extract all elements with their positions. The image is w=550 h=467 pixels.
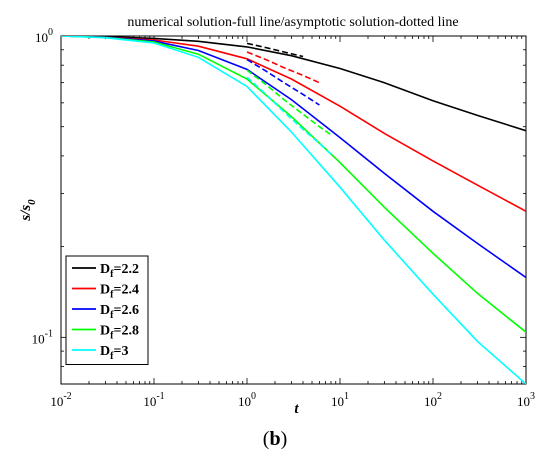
- caption-close: ): [280, 428, 288, 450]
- legend-label-1: Df=2.4: [100, 283, 139, 301]
- legend-label-4: Df=3: [100, 344, 128, 362]
- caption-letter: b: [269, 428, 281, 450]
- legend-label-3: Df=2.8: [100, 324, 139, 342]
- x-axis-label: t: [294, 401, 299, 417]
- series-line-1: [61, 36, 526, 213]
- series-asymptotic-1: [246, 51, 320, 84]
- x-tick-label-2: 100: [238, 391, 256, 409]
- series-asymptotic-4: [246, 76, 332, 155]
- series-asymptotic-0: [246, 42, 304, 58]
- series-asymptotic-3: [246, 69, 332, 136]
- chart-title: numerical solution-full line/asymptotic …: [127, 15, 458, 30]
- x-tick-label-5: 103: [517, 391, 535, 409]
- y-axis-label: s/s0: [18, 199, 38, 222]
- x-tick-label-1: 10-1: [143, 391, 164, 409]
- y-tick-label-0: 10-1: [32, 328, 53, 346]
- legend-box: [65, 255, 149, 365]
- legend-label-0: Df=2.2: [100, 262, 139, 280]
- series-asymptotic-2: [246, 58, 320, 106]
- axes-box: [60, 35, 527, 385]
- caption-open: (: [262, 428, 270, 450]
- x-tick-label-0: 10-2: [50, 391, 71, 409]
- plot-area: 10-2 10-1 100 101 102 103 10-1 100 t s/s0 Df=2.2 Df…: [18, 27, 535, 417]
- figure-caption: (b): [0, 428, 550, 451]
- legend-label-2: Df=2.6: [100, 303, 139, 321]
- y-tick-label-1: 100: [35, 27, 53, 45]
- series-line-0: [61, 36, 526, 132]
- series-line-4: [61, 36, 526, 384]
- x-tick-label-3: 101: [331, 391, 349, 409]
- x-tick-label-4: 102: [424, 391, 442, 409]
